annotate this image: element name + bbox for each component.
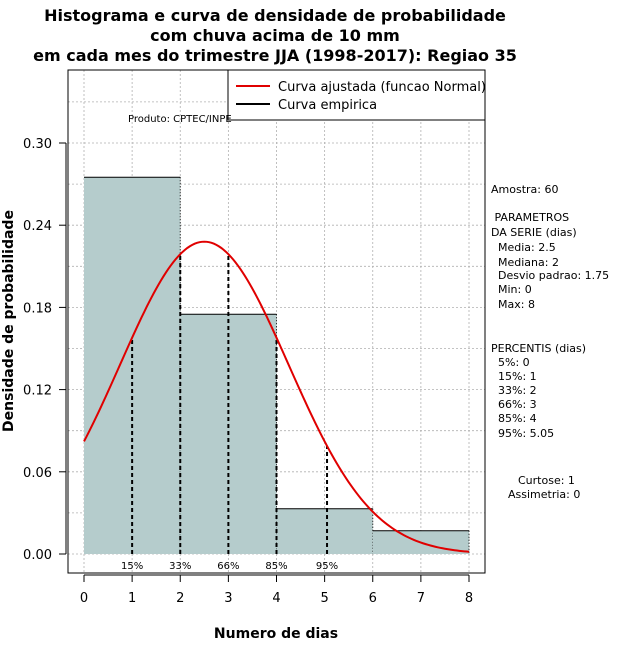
- percentile-label-0: 15%: [121, 561, 143, 572]
- x-axis-label: Numero de dias: [214, 626, 338, 642]
- y-axis-label: Densidade de probabilidade: [1, 210, 17, 432]
- y-tick-label-0.18: 0.18: [23, 301, 52, 316]
- x-tick-label-2: 2: [176, 591, 184, 606]
- histogram-bar-0: [84, 177, 181, 554]
- params-title-line-1: PARAMETROS: [491, 211, 569, 224]
- percentil-85: 85%: 4: [498, 412, 537, 425]
- histogram-bar-2: [276, 508, 373, 554]
- x-tick-label-5: 5: [320, 591, 328, 606]
- stats-panel: Amostra: 60 PARAMETROS DA SERIE (dias) M…: [491, 183, 609, 501]
- percentile-label-2: 66%: [217, 561, 239, 572]
- y-tick-label-0.12: 0.12: [23, 384, 52, 399]
- percentil-33: 33%: 2: [498, 384, 537, 397]
- param-min: Min: 0: [498, 283, 532, 296]
- x-tick-label-8: 8: [465, 591, 473, 606]
- legend-label-empirical: Curva empirica: [278, 98, 377, 113]
- x-tick-label-6: 6: [369, 591, 377, 606]
- percentil-5: 5%: 0: [498, 356, 530, 369]
- percentile-label-1: 33%: [169, 561, 191, 572]
- percentile-label-3: 85%: [265, 561, 287, 572]
- param-desvio: Desvio padrao: 1.75: [498, 269, 609, 282]
- percentil-15: 15%: 1: [498, 370, 537, 383]
- params-title-line-2: DA SERIE (dias): [491, 226, 577, 239]
- legend: Curva ajustada (funcao Normal) Curva emp…: [227, 69, 486, 121]
- legend-box: [227, 69, 486, 121]
- stat-assimetria: Assimetria: 0: [508, 488, 580, 501]
- y-tick-label-0.30: 0.30: [23, 137, 52, 152]
- y-tick-label-0.06: 0.06: [23, 466, 52, 481]
- stat-curtose: Curtose: 1: [518, 474, 575, 487]
- x-tick-label-3: 3: [224, 591, 232, 606]
- stat-amostra: Amostra: 60: [491, 183, 558, 196]
- param-mediana: Mediana: 2: [498, 256, 559, 269]
- chart-title-line-1: Histograma e curva de densidade de proba…: [44, 6, 506, 25]
- percentile-label-4: 95%: [316, 561, 338, 572]
- axes: 0 1 2 3 4 5 6 7 8 0.00 0.06 0.12 0.18 0.24 0.30: [23, 137, 473, 606]
- percentil-66: 66%: 3: [498, 398, 537, 411]
- chart-title-line-2: com chuva acima de 10 mm: [150, 26, 400, 45]
- x-tick-label-4: 4: [272, 591, 280, 606]
- x-tick-label-1: 1: [128, 591, 136, 606]
- x-tick-label-0: 0: [80, 591, 88, 606]
- normal-curve-line: [83, 240, 470, 553]
- percentil-95: 95%: 5.05: [498, 427, 554, 440]
- legend-label-fitted: Curva ajustada (funcao Normal): [278, 80, 486, 95]
- param-max: Max: 8: [498, 298, 535, 311]
- product-annotation: Produto: CPTEC/INPE: [128, 114, 232, 125]
- x-tick-label-7: 7: [417, 591, 425, 606]
- chart-title-line-3: em cada mes do trimestre JJA (1998-2017)…: [33, 46, 517, 65]
- y-tick-label-0.24: 0.24: [23, 219, 52, 234]
- y-tick-label-0.00: 0.00: [23, 548, 52, 563]
- param-media: Media: 2.5: [498, 241, 556, 254]
- percentis-title: PERCENTIS (dias): [491, 342, 586, 355]
- percentile-lines: 15% 33% 66% 85% 95%: [121, 254, 338, 572]
